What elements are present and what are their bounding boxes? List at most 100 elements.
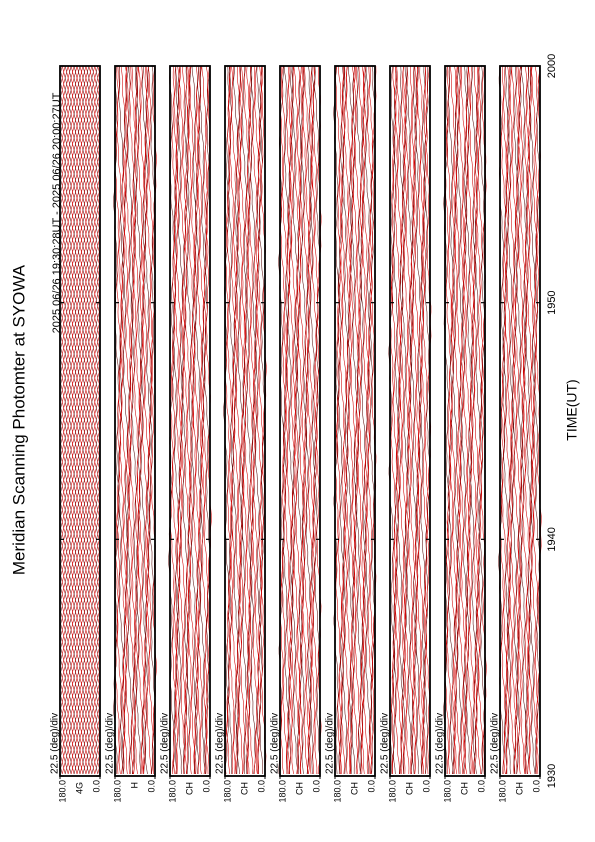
trace <box>131 65 138 775</box>
trace <box>366 65 373 775</box>
chart-title: Meridian Scanning Photomter at SYOWA <box>9 264 28 575</box>
traces <box>168 65 212 775</box>
trace <box>404 65 411 775</box>
trace <box>532 65 539 775</box>
trace <box>227 65 234 775</box>
trace <box>401 65 408 775</box>
panel-frame <box>499 65 541 777</box>
trace <box>389 65 397 775</box>
trace <box>306 65 313 775</box>
trace <box>291 65 298 775</box>
trace <box>129 65 137 775</box>
trace <box>418 65 425 775</box>
trace <box>363 65 370 775</box>
trace <box>135 65 143 775</box>
traces <box>223 65 267 775</box>
trace <box>391 65 398 775</box>
trace <box>123 65 130 775</box>
panel-frame <box>279 65 321 777</box>
trace <box>202 65 209 775</box>
trace <box>356 65 364 775</box>
y-tick-label: 180.0 <box>222 780 232 803</box>
trace <box>294 65 302 775</box>
trace <box>240 65 248 775</box>
trace <box>419 65 426 775</box>
trace <box>239 65 246 775</box>
trace <box>529 65 536 775</box>
trace <box>287 65 294 775</box>
chart-subtitle: 2025 06/26 19:30:28UT - 2025 06/26 20:00… <box>51 92 63 333</box>
trace <box>523 65 530 775</box>
traces <box>113 65 157 775</box>
trace <box>527 65 535 775</box>
trace <box>72 65 75 775</box>
y-tick-label: 180.0 <box>332 780 342 803</box>
trace <box>516 65 523 775</box>
trace <box>183 65 190 775</box>
trace <box>370 65 377 775</box>
traces <box>498 65 542 775</box>
trace <box>81 65 84 775</box>
y-tick-label: 0.0 <box>366 780 376 793</box>
trace <box>250 65 257 775</box>
traces <box>388 65 432 775</box>
scale-label: 22.5 (deg)/div <box>50 713 61 774</box>
trace <box>478 65 485 775</box>
trace <box>185 65 193 775</box>
trace <box>359 65 367 775</box>
trace <box>257 65 264 775</box>
trace <box>297 65 305 775</box>
trace <box>251 65 258 775</box>
channel-label: CH <box>294 782 304 795</box>
channel-label: CH <box>184 782 194 795</box>
trace <box>245 65 252 775</box>
trace <box>142 65 150 775</box>
y-tick-label: 0.0 <box>201 780 211 793</box>
trace <box>400 65 407 775</box>
scale-label: 22.5 (deg)/div <box>490 713 501 774</box>
trace <box>472 65 480 775</box>
trace <box>175 65 182 775</box>
panel-frame <box>444 65 486 777</box>
trace <box>505 65 513 775</box>
trace <box>416 65 423 775</box>
channel-label: 4G <box>74 782 84 794</box>
panel-frame <box>169 65 211 777</box>
trace <box>196 65 203 775</box>
trace <box>352 65 360 775</box>
trace <box>414 65 422 775</box>
x-tick-label: 1940 <box>546 527 558 551</box>
channel-label: CH <box>404 782 414 795</box>
trace <box>293 65 300 775</box>
trace <box>456 65 463 775</box>
trace <box>392 65 400 775</box>
trace <box>87 65 90 775</box>
trace <box>449 65 456 775</box>
x-axis-label: TIME(UT) <box>564 379 580 440</box>
panel-frame <box>334 65 376 777</box>
trace <box>190 65 198 775</box>
trace <box>446 65 453 775</box>
trace <box>526 65 533 775</box>
panel-frame <box>59 65 101 777</box>
trace <box>410 65 417 775</box>
trace <box>354 65 361 775</box>
y-tick-label: 180.0 <box>442 780 452 803</box>
traces <box>278 65 322 775</box>
x-tick-label: 1930 <box>546 764 558 788</box>
trace <box>369 65 376 775</box>
x-tick-label: 1950 <box>546 290 558 314</box>
panel-frame <box>114 65 156 777</box>
trace <box>348 65 355 775</box>
trace <box>524 65 532 775</box>
scale-label: 22.5 (deg)/div <box>215 713 226 774</box>
trace <box>92 65 96 775</box>
trace <box>246 65 254 775</box>
scale-label: 22.5 (deg)/div <box>160 713 171 774</box>
trace <box>422 65 429 775</box>
trace <box>468 65 475 775</box>
trace <box>125 65 132 775</box>
trace <box>471 65 478 775</box>
trace <box>97 65 100 775</box>
